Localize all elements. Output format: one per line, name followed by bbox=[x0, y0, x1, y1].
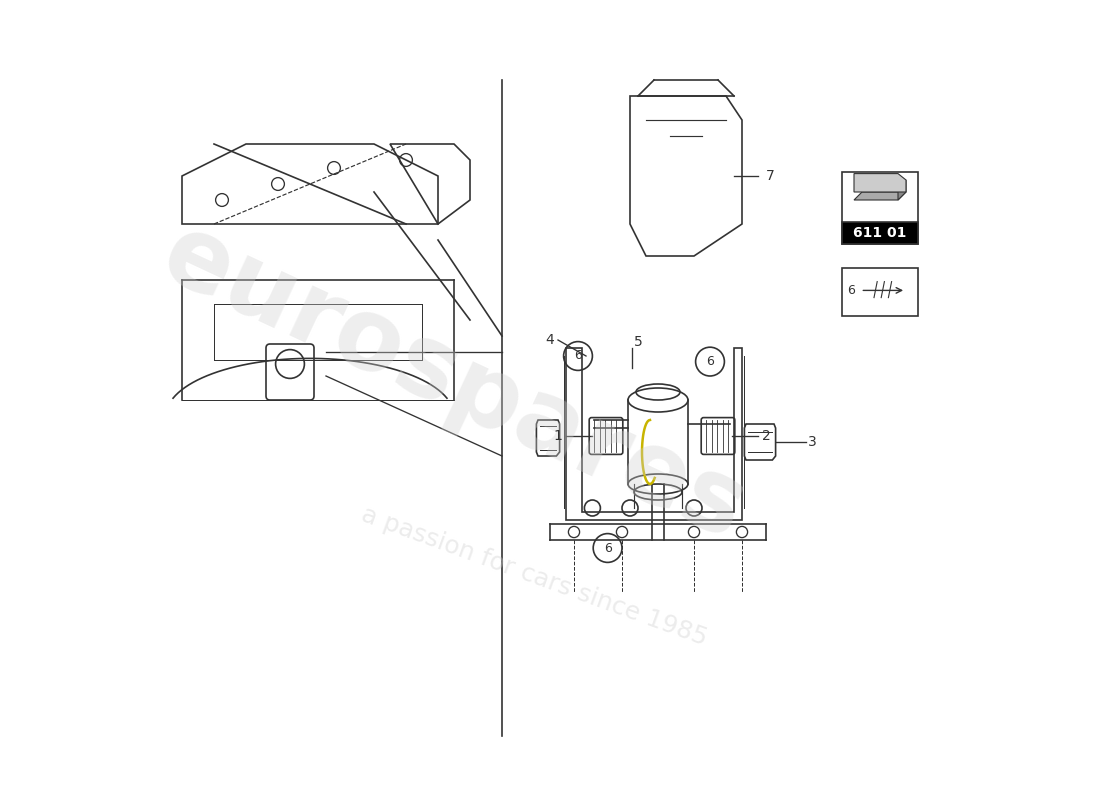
Text: 1: 1 bbox=[553, 429, 562, 443]
Text: 6: 6 bbox=[706, 355, 714, 368]
Text: 5: 5 bbox=[634, 335, 642, 350]
Text: 4: 4 bbox=[546, 333, 554, 347]
Text: 7: 7 bbox=[766, 169, 774, 183]
Polygon shape bbox=[854, 192, 906, 200]
Polygon shape bbox=[854, 174, 906, 192]
Text: 6: 6 bbox=[848, 284, 856, 297]
Text: 6: 6 bbox=[574, 350, 582, 362]
Text: 6: 6 bbox=[604, 542, 612, 554]
Text: 3: 3 bbox=[808, 434, 817, 449]
Text: 611 01: 611 01 bbox=[854, 226, 906, 240]
FancyBboxPatch shape bbox=[842, 222, 918, 244]
Polygon shape bbox=[898, 180, 906, 200]
Text: a passion for cars since 1985: a passion for cars since 1985 bbox=[358, 502, 711, 650]
Text: 2: 2 bbox=[762, 429, 771, 443]
Text: eurospares: eurospares bbox=[147, 206, 761, 562]
